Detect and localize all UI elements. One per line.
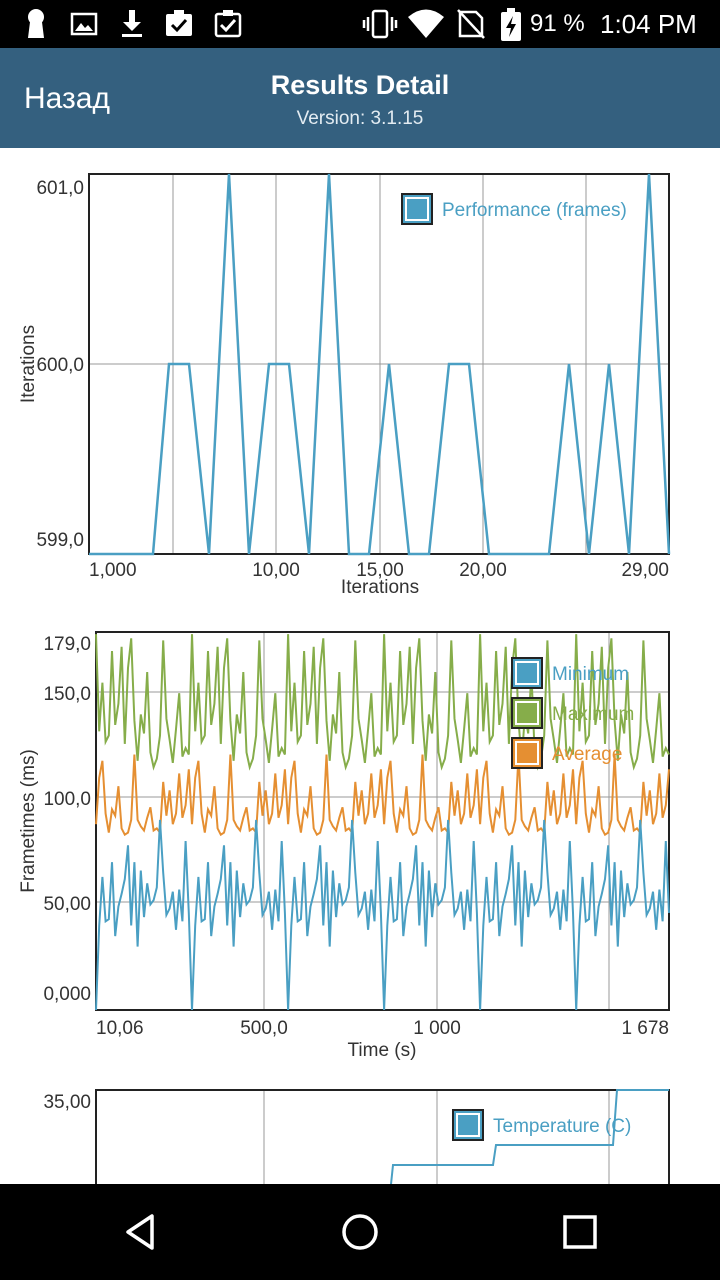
y-tick-label: 601,0	[36, 178, 84, 199]
x-tick-label: 15,00	[356, 560, 404, 581]
legend-swatch-inner	[515, 741, 539, 765]
charts-scroll-area[interactable]: 601,0 600,0 599,0 1,000 10,00 15,00 20,0…	[0, 148, 720, 1184]
legend-swatch-inner	[515, 661, 539, 685]
series-line-performance	[89, 173, 671, 556]
plot-frame	[95, 1089, 670, 1184]
vibrate-icon	[362, 9, 398, 39]
y-tick-label: 599,0	[36, 530, 84, 551]
legend-swatch-inner	[515, 701, 539, 725]
y-tick-label: 35,00	[43, 1092, 91, 1113]
x-tick-label: 1 000	[413, 1018, 461, 1039]
status-bar: 91 % 1:04 PM	[0, 0, 720, 48]
plot-frame	[88, 173, 670, 555]
x-tick-label: 10,06	[96, 1018, 144, 1039]
y-tick-label: 179,0	[43, 634, 91, 655]
keyhole-icon	[28, 9, 44, 38]
legend-swatch-inner	[456, 1113, 480, 1137]
version-label: Version: 3.1.15	[296, 108, 424, 129]
legend-label-temperature: Temperature (C)	[493, 1116, 631, 1137]
home-circle-icon[interactable]	[336, 1208, 384, 1256]
series-line-temperature	[390, 1089, 669, 1184]
x-tick-label: 29,00	[621, 560, 669, 581]
battery-charging-icon	[501, 8, 521, 41]
frametimes-chart: 179,0 150,0 100,0 50,00 0,000 10,06 500,…	[18, 631, 670, 1061]
performance-chart: 601,0 600,0 599,0 1,000 10,00 15,00 20,0…	[18, 173, 671, 598]
battery-percent: 91 %	[530, 10, 585, 37]
series-line-average	[95, 754, 670, 837]
app-bar: Назад Results Detail Version: 3.1.15	[0, 48, 720, 148]
x-tick-label: 1,000	[89, 560, 137, 581]
x-tick-label: 10,00	[252, 560, 300, 581]
x-tick-label: 1 678	[621, 1018, 669, 1039]
temperature-chart: 35,00 Temperature (C)	[43, 1089, 670, 1184]
y-axis-label: Iterations	[18, 325, 39, 403]
recents-square-icon[interactable]	[556, 1208, 604, 1256]
download-icon	[122, 10, 142, 37]
back-button[interactable]: Назад	[24, 82, 110, 115]
y-tick-label: 100,0	[43, 789, 91, 810]
clipboard-check-icon	[166, 10, 192, 36]
x-tick-label: 500,0	[240, 1018, 288, 1039]
y-tick-label: 150,0	[43, 684, 91, 705]
legend-swatch-inner	[405, 197, 429, 221]
no-sim-icon	[457, 9, 485, 39]
series-line-minimum	[95, 819, 670, 1011]
y-tick-label: 50,00	[43, 894, 91, 915]
legend-label-maximum: Maximum	[552, 704, 634, 725]
back-triangle-icon[interactable]	[118, 1208, 166, 1256]
legend-label-average: Average	[552, 744, 622, 765]
navigation-bar	[0, 1184, 720, 1280]
page-title: Results Detail	[270, 70, 450, 100]
y-tick-label: 600,0	[36, 355, 84, 376]
legend-label-minimum: Minimum	[552, 664, 629, 685]
x-axis-label: Iterations	[341, 577, 419, 598]
y-tick-label: 0,000	[43, 984, 91, 1005]
y-axis-label: Frametimes (ms)	[18, 749, 39, 893]
clock: 1:04 PM	[600, 9, 697, 39]
image-icon	[70, 12, 98, 36]
x-tick-label: 20,00	[459, 560, 507, 581]
clipboard-check-icon	[214, 10, 242, 38]
series-line-maximum	[95, 634, 670, 771]
legend-label-performance: Performance (frames)	[442, 200, 627, 221]
x-axis-label: Time (s)	[348, 1040, 417, 1061]
wifi-icon	[408, 9, 444, 38]
